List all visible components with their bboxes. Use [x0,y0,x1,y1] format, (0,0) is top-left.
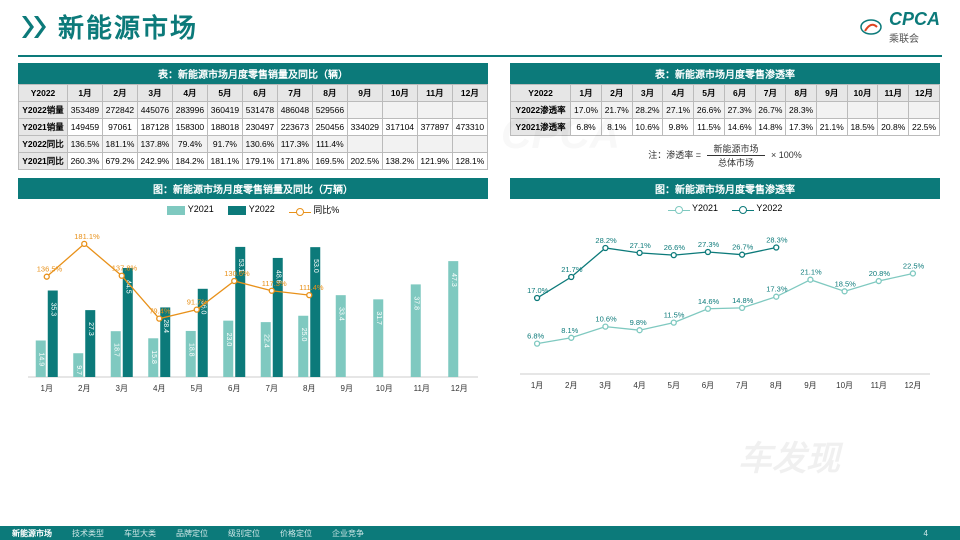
footer-tab[interactable]: 价格定位 [280,528,312,539]
svg-text:7月: 7月 [266,384,278,393]
chart2-title: 图：新能源市场月度零售渗透率 [510,178,940,199]
svg-text:1月: 1月 [41,384,53,393]
svg-text:18.8: 18.8 [187,343,194,357]
footer-tab[interactable]: 企业竞争 [332,528,364,539]
svg-text:18.7: 18.7 [112,343,119,357]
svg-text:22.5%: 22.5% [903,261,925,270]
svg-text:27.3%: 27.3% [698,240,720,249]
svg-text:3月: 3月 [599,381,611,390]
footer-tab[interactable]: 车型大类 [124,528,156,539]
svg-text:17.3%: 17.3% [766,285,788,294]
svg-text:28.3%: 28.3% [766,236,788,245]
chevron-icon [20,16,48,38]
svg-text:79.4%: 79.4% [149,307,171,316]
svg-text:10月: 10月 [376,384,393,393]
svg-text:10月: 10月 [836,381,853,390]
svg-text:9月: 9月 [341,384,353,393]
svg-text:33.4: 33.4 [337,307,344,321]
svg-text:9.7: 9.7 [75,365,82,375]
svg-text:4月: 4月 [633,381,645,390]
svg-text:8月: 8月 [303,384,315,393]
svg-text:111.4%: 111.4% [299,283,324,292]
svg-text:18.5%: 18.5% [835,279,857,288]
footer-tab[interactable]: 级别定位 [228,528,260,539]
svg-text:53.0: 53.0 [312,259,319,273]
svg-text:14.9: 14.9 [37,352,44,366]
svg-text:27.3: 27.3 [87,322,94,336]
svg-text:12月: 12月 [451,384,468,393]
chart2-legend: Y2021 Y2022 [510,199,940,217]
svg-text:136.5%: 136.5% [37,265,63,274]
svg-text:8.1%: 8.1% [561,326,578,335]
svg-text:6.8%: 6.8% [527,332,544,341]
table1: Y20221月2月3月4月5月6月7月8月9月10月11月12月Y2022销量3… [18,84,488,170]
chart1-block: 图：新能源市场月度零售销量及同比（万辆） Y2021 Y2022 同比% 14.… [18,170,488,404]
svg-text:8月: 8月 [770,381,782,390]
svg-text:4月: 4月 [153,384,165,393]
table2-title: 表：新能源市场月度零售渗透率 [510,63,940,84]
svg-text:6月: 6月 [702,381,714,390]
svg-text:23.0: 23.0 [225,333,232,347]
svg-text:91.7%: 91.7% [187,298,209,307]
svg-text:22.4: 22.4 [262,334,269,348]
svg-text:14.8%: 14.8% [732,296,754,305]
svg-text:28.2%: 28.2% [595,236,617,245]
page-title: 新能源市场 [58,8,198,45]
svg-text:21.1%: 21.1% [800,268,822,277]
chart1-legend: Y2021 Y2022 同比% [18,199,488,220]
svg-text:21.7%: 21.7% [561,265,583,274]
svg-text:11月: 11月 [871,381,887,390]
svg-text:181.1%: 181.1% [74,232,100,241]
svg-text:137.8%: 137.8% [112,264,138,273]
svg-text:35.3: 35.3 [49,303,56,317]
svg-text:17.0%: 17.0% [527,286,549,295]
footer-tab[interactable]: 技术类型 [72,528,104,539]
svg-text:1月: 1月 [531,381,543,390]
page-number: 4 [924,529,928,538]
svg-text:25.0: 25.0 [300,328,307,342]
svg-text:3月: 3月 [116,384,128,393]
chart2-plot: 6.8% 8.1% 10.6% 9.8% 11.5% 14.6% 14.8% 17.3% 21.… [510,217,940,392]
chart1-plot: 14.935.31月9.727.32月18.744.53月15.828.44月1… [18,220,488,395]
svg-text:31.7: 31.7 [375,311,382,325]
svg-text:27.1%: 27.1% [630,241,652,250]
svg-text:7月: 7月 [736,381,748,390]
footer-tab[interactable]: 品牌定位 [176,528,208,539]
svg-text:117.3%: 117.3% [262,279,287,288]
svg-text:47.3: 47.3 [450,273,457,287]
watermark: 车发现 [738,431,840,480]
chart2-block: 图：新能源市场月度零售渗透率 Y2021 Y2022 6.8% 8.1% 10.6%… [510,170,940,404]
svg-text:10.6%: 10.6% [595,315,617,324]
svg-text:5月: 5月 [668,381,680,390]
svg-text:5月: 5月 [191,384,203,393]
svg-text:14.6%: 14.6% [698,297,720,306]
svg-text:28.4: 28.4 [162,319,169,333]
svg-text:15.8: 15.8 [150,350,157,364]
svg-text:26.6%: 26.6% [664,243,686,252]
logo: CPCA乘联会 [859,9,940,45]
svg-text:2月: 2月 [565,381,577,390]
svg-text:130.6%: 130.6% [224,269,250,278]
svg-text:26.7%: 26.7% [732,243,754,252]
chart1-title: 图：新能源市场月度零售销量及同比（万辆） [18,178,488,199]
svg-text:11.5%: 11.5% [664,311,685,320]
svg-text:6月: 6月 [228,384,240,393]
svg-text:9.8%: 9.8% [630,318,647,327]
table1-block: 表：新能源市场月度零售销量及同比（辆） Y20221月2月3月4月5月6月7月8… [18,63,488,170]
svg-text:11月: 11月 [414,384,430,393]
table1-title: 表：新能源市场月度零售销量及同比（辆） [18,63,488,84]
svg-text:37.8: 37.8 [412,296,419,310]
footer-tab[interactable]: 新能源市场 [12,528,52,539]
svg-text:9月: 9月 [804,381,816,390]
svg-text:20.8%: 20.8% [869,269,891,278]
svg-text:12月: 12月 [904,381,921,390]
svg-text:2月: 2月 [78,384,90,393]
footer-nav: 新能源市场 技术类型 车型大类 品牌定位 级别定位 价格定位 企业竞争 4 [0,526,960,540]
